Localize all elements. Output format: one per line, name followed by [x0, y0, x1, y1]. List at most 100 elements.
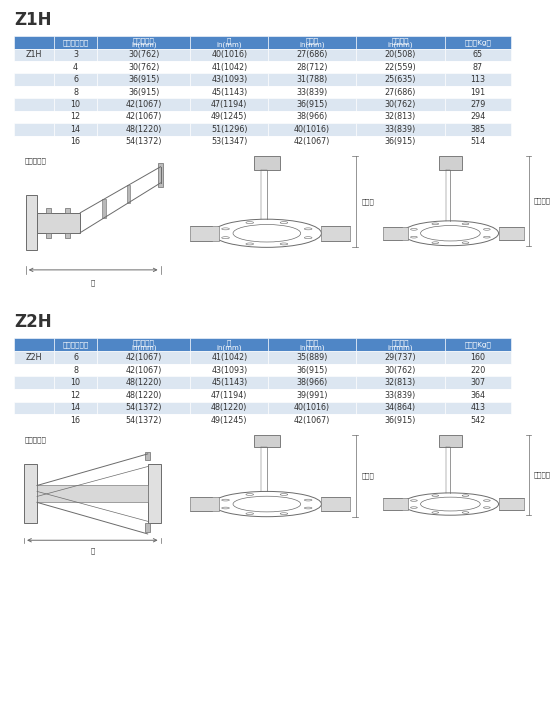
- Bar: [97, 61, 190, 74]
- Bar: [54, 98, 97, 110]
- Bar: [356, 74, 445, 86]
- Text: 整表高: 整表高: [361, 198, 374, 205]
- Text: 14: 14: [71, 125, 81, 134]
- Bar: [97, 110, 190, 123]
- Bar: [268, 61, 356, 74]
- Text: 48(1220): 48(1220): [125, 391, 162, 400]
- Text: 10: 10: [71, 100, 81, 109]
- Text: 113: 113: [470, 75, 486, 84]
- Text: 47(1194): 47(1194): [211, 391, 248, 400]
- Text: 54(1372): 54(1372): [125, 404, 162, 413]
- Bar: [54, 414, 97, 427]
- Text: 220: 220: [470, 365, 486, 375]
- Text: 43(1093): 43(1093): [211, 75, 248, 84]
- Bar: [356, 49, 445, 61]
- Text: 385: 385: [470, 125, 486, 134]
- Bar: [54, 401, 97, 414]
- Bar: [268, 364, 356, 377]
- Bar: [54, 61, 97, 74]
- Text: in(mm): in(mm): [131, 42, 156, 48]
- Bar: [14, 351, 54, 364]
- Bar: [268, 110, 356, 123]
- Bar: [97, 377, 190, 389]
- Bar: [445, 338, 511, 351]
- Text: 传感器高: 传感器高: [534, 472, 551, 479]
- Text: 49(1245): 49(1245): [211, 416, 248, 425]
- Text: in(mm): in(mm): [217, 42, 242, 48]
- Bar: [14, 135, 54, 148]
- Bar: [190, 377, 268, 389]
- Bar: [97, 414, 190, 427]
- Text: 14: 14: [71, 404, 81, 413]
- Text: Z2H: Z2H: [14, 313, 52, 331]
- Bar: [190, 123, 268, 135]
- Text: Z1H: Z1H: [14, 11, 52, 29]
- Bar: [445, 36, 511, 49]
- Bar: [54, 364, 97, 377]
- Text: 38(966): 38(966): [297, 113, 328, 121]
- Bar: [321, 498, 351, 510]
- Text: 40(1016): 40(1016): [211, 50, 248, 59]
- Bar: [97, 49, 190, 61]
- Bar: [356, 364, 445, 377]
- Text: 36(915): 36(915): [385, 416, 416, 425]
- Text: 294: 294: [470, 113, 486, 121]
- Text: 12: 12: [71, 113, 81, 121]
- Bar: [97, 86, 190, 98]
- Bar: [14, 36, 54, 49]
- Text: 16: 16: [71, 137, 81, 147]
- Bar: [190, 110, 268, 123]
- Bar: [65, 207, 70, 212]
- Bar: [268, 74, 356, 86]
- Bar: [445, 86, 511, 98]
- Bar: [190, 338, 268, 351]
- Bar: [54, 377, 97, 389]
- Bar: [190, 61, 268, 74]
- Bar: [14, 364, 54, 377]
- Bar: [54, 49, 97, 61]
- Bar: [190, 86, 268, 98]
- Bar: [445, 364, 511, 377]
- Text: 6: 6: [73, 75, 78, 84]
- Text: 6: 6: [73, 353, 78, 362]
- Text: 30(762): 30(762): [128, 63, 160, 72]
- Bar: [14, 377, 54, 389]
- Text: 41(1042): 41(1042): [211, 63, 248, 72]
- Bar: [445, 74, 511, 86]
- Text: 宽: 宽: [227, 339, 231, 346]
- Text: 27(686): 27(686): [296, 50, 328, 59]
- Text: 27(686): 27(686): [385, 88, 416, 96]
- Bar: [14, 86, 54, 98]
- Bar: [37, 486, 148, 503]
- Text: 传感器高: 传感器高: [391, 37, 409, 44]
- Bar: [14, 414, 54, 427]
- Text: 279: 279: [470, 100, 486, 109]
- Bar: [14, 338, 54, 351]
- Bar: [268, 377, 356, 389]
- Text: 542: 542: [470, 416, 486, 425]
- Text: 34(864): 34(864): [385, 404, 416, 413]
- Text: Z2H: Z2H: [26, 353, 43, 362]
- Text: 8: 8: [73, 88, 78, 96]
- Bar: [445, 351, 511, 364]
- Text: 法兰面距离: 法兰面距离: [133, 37, 155, 44]
- Text: 宽: 宽: [91, 280, 95, 287]
- Bar: [14, 74, 54, 86]
- Text: 整表高: 整表高: [361, 472, 374, 479]
- Text: 33(839): 33(839): [385, 391, 416, 400]
- Bar: [190, 74, 268, 86]
- Text: 25(635): 25(635): [385, 75, 416, 84]
- Bar: [445, 123, 511, 135]
- Bar: [383, 498, 408, 510]
- Bar: [190, 414, 268, 427]
- Text: 38(966): 38(966): [297, 378, 328, 387]
- Text: 413: 413: [470, 404, 486, 413]
- Text: 42(1067): 42(1067): [125, 353, 162, 362]
- Bar: [97, 338, 190, 351]
- Bar: [54, 74, 97, 86]
- Text: 36(915): 36(915): [296, 100, 328, 109]
- Bar: [37, 212, 80, 233]
- Text: 45(1143): 45(1143): [211, 378, 248, 387]
- Bar: [268, 351, 356, 364]
- Text: 29(737): 29(737): [385, 353, 416, 362]
